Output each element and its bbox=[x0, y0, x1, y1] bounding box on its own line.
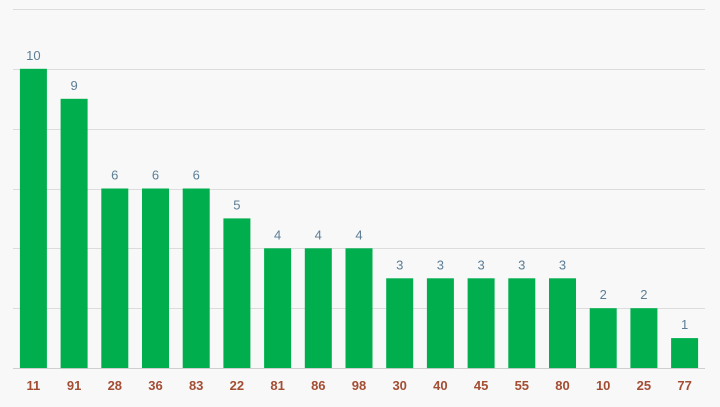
category-label: 22 bbox=[230, 378, 244, 393]
value-label: 10 bbox=[26, 48, 40, 63]
value-label: 6 bbox=[152, 168, 159, 183]
bar-98 bbox=[345, 248, 373, 368]
value-label: 3 bbox=[396, 257, 403, 272]
value-label: 3 bbox=[518, 257, 525, 272]
category-label: 36 bbox=[148, 378, 162, 393]
bar-83 bbox=[182, 188, 210, 368]
value-label: 4 bbox=[355, 227, 362, 242]
bar-91 bbox=[60, 98, 88, 369]
bar-77 bbox=[671, 338, 699, 368]
bar-22 bbox=[223, 218, 251, 368]
bar-36 bbox=[142, 188, 169, 368]
value-label: 1 bbox=[681, 317, 688, 332]
category-label: 91 bbox=[67, 378, 81, 393]
bar-25 bbox=[630, 308, 658, 368]
category-label: 45 bbox=[474, 378, 488, 393]
category-label: 40 bbox=[433, 378, 447, 393]
category-label: 80 bbox=[555, 378, 569, 393]
value-label: 6 bbox=[193, 168, 200, 183]
bars bbox=[19, 68, 699, 369]
value-label: 6 bbox=[111, 168, 118, 183]
value-label: 3 bbox=[559, 257, 566, 272]
value-label: 2 bbox=[600, 287, 607, 302]
bar-30 bbox=[386, 278, 414, 369]
category-label: 28 bbox=[108, 378, 122, 393]
value-labels: 10 9 6 6 6 5 4 4 4 3 3 3 3 3 2 2 1 bbox=[26, 48, 688, 332]
bar-28 bbox=[101, 188, 129, 368]
value-label: 3 bbox=[477, 257, 484, 272]
bar-11 bbox=[19, 68, 47, 369]
category-label: 77 bbox=[677, 378, 691, 393]
category-label: 98 bbox=[352, 378, 366, 393]
value-label: 5 bbox=[233, 197, 240, 212]
category-label: 10 bbox=[596, 378, 610, 393]
category-label: 25 bbox=[637, 378, 651, 393]
bar-80 bbox=[549, 278, 576, 369]
value-label: 2 bbox=[640, 287, 647, 302]
value-label: 4 bbox=[274, 227, 281, 242]
category-label: 86 bbox=[311, 378, 325, 393]
category-labels: 11 91 28 36 83 22 81 86 98 30 40 45 55 80 10 25 77 bbox=[27, 378, 692, 393]
bar-10 bbox=[589, 308, 617, 368]
bar-40 bbox=[426, 278, 454, 369]
bar-86 bbox=[304, 248, 332, 368]
bar-81 bbox=[264, 248, 292, 368]
category-label: 30 bbox=[392, 378, 406, 393]
category-label: 11 bbox=[27, 378, 41, 393]
bar-45 bbox=[467, 278, 495, 369]
bar-55 bbox=[508, 278, 536, 369]
value-label: 3 bbox=[437, 257, 444, 272]
value-label: 9 bbox=[70, 78, 77, 93]
value-label: 4 bbox=[315, 227, 322, 242]
category-label: 55 bbox=[515, 378, 529, 393]
category-label: 83 bbox=[189, 378, 203, 393]
category-label: 81 bbox=[270, 378, 284, 393]
